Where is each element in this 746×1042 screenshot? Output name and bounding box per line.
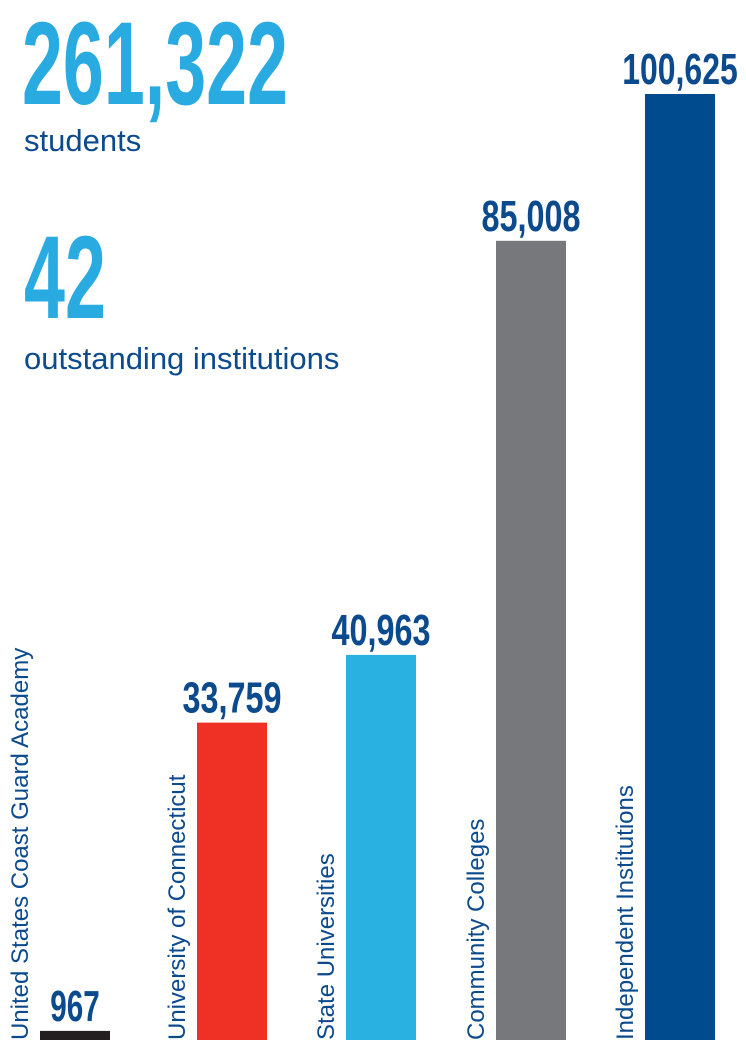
value-label: 85,008 [482,192,581,241]
value-label: 33,759 [183,674,282,723]
category-label: United States Coast Guard Academy [7,648,34,1040]
stat-caption: students [24,123,141,158]
category-label: University of Connecticut [164,774,191,1040]
value-label: 967 [50,982,100,1031]
category-label: Community Colleges [463,819,490,1040]
value-label: 100,625 [622,45,738,94]
bar [496,240,566,1040]
category-label: Independent Institutions [612,785,639,1040]
stat-number: 42 [24,212,106,344]
category-label: State Universities [313,853,340,1040]
bar [645,94,715,1040]
bar [40,1030,110,1040]
stat-number: 261,322 [22,0,288,130]
value-label: 40,963 [332,606,431,655]
bar [346,654,416,1040]
bar [197,722,267,1040]
stat-caption: outstanding institutions [24,341,339,376]
